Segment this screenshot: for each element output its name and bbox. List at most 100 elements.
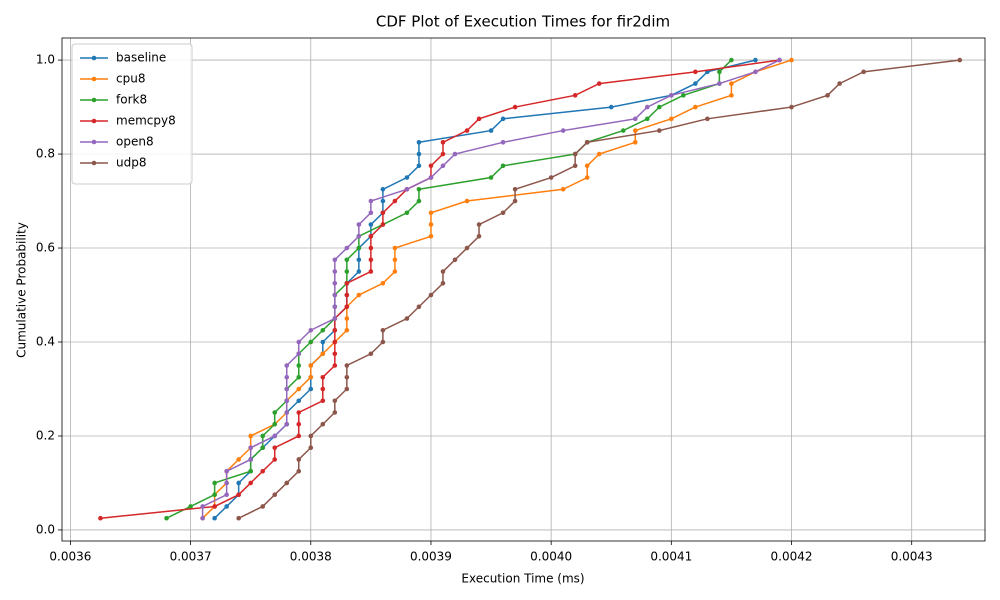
point <box>620 128 626 133</box>
point <box>392 257 398 263</box>
point <box>296 339 302 345</box>
point <box>368 257 374 263</box>
x-tick-label: 0.0038 <box>290 550 332 564</box>
legend-label: memcpy8 <box>116 114 176 128</box>
legend-marker <box>91 118 97 124</box>
point <box>584 140 590 145</box>
y-tick-label: 0.0 <box>36 522 55 536</box>
point <box>212 515 217 521</box>
point <box>188 504 193 509</box>
point <box>669 93 674 98</box>
point <box>368 210 374 216</box>
point <box>224 504 229 509</box>
point <box>729 81 734 86</box>
point <box>657 104 662 110</box>
point <box>681 93 686 98</box>
point <box>332 410 338 415</box>
y-axis-label: Cumulative Probability <box>15 222 29 358</box>
point <box>200 504 205 509</box>
point <box>416 186 422 192</box>
point <box>392 269 398 274</box>
point <box>632 116 638 122</box>
point <box>584 163 590 169</box>
point <box>440 151 446 157</box>
point <box>308 374 314 380</box>
point <box>729 57 734 63</box>
point <box>248 468 253 474</box>
legend-marker <box>91 160 97 166</box>
point <box>777 57 782 63</box>
point <box>416 198 422 204</box>
point <box>404 186 410 192</box>
point <box>548 175 554 180</box>
point <box>260 433 266 439</box>
point <box>296 468 302 474</box>
point <box>224 492 229 498</box>
point <box>572 163 578 169</box>
point <box>320 421 326 427</box>
point <box>164 515 169 521</box>
point <box>284 410 290 415</box>
point <box>344 292 350 298</box>
point <box>404 210 410 216</box>
point <box>476 222 482 227</box>
point <box>488 128 494 133</box>
point <box>332 398 338 404</box>
point <box>272 445 278 451</box>
point <box>368 198 374 204</box>
x-tick-label: 0.0043 <box>891 550 933 564</box>
legend-label: fork8 <box>116 93 147 107</box>
point <box>344 280 350 286</box>
point <box>260 504 266 509</box>
point <box>380 222 386 227</box>
point <box>344 363 350 368</box>
point <box>284 386 290 392</box>
point <box>356 233 362 239</box>
point <box>272 457 278 462</box>
point <box>308 363 314 368</box>
point <box>296 433 302 439</box>
x-axis-label: Execution Time (ms) <box>461 572 584 586</box>
point <box>344 269 350 274</box>
point <box>248 457 253 462</box>
point <box>356 245 362 251</box>
point <box>236 515 241 521</box>
point <box>837 81 842 86</box>
point <box>320 386 326 392</box>
point <box>669 116 674 122</box>
point <box>308 386 314 392</box>
y-tick-label: 0.8 <box>36 147 55 161</box>
point <box>320 339 326 345</box>
point <box>308 339 314 345</box>
point <box>464 198 470 204</box>
point <box>224 480 229 486</box>
point <box>236 457 241 462</box>
point <box>440 163 446 169</box>
point <box>644 104 650 110</box>
point <box>380 186 386 192</box>
series-line <box>100 59 780 519</box>
point <box>428 233 434 239</box>
point <box>320 374 326 380</box>
point <box>296 386 302 392</box>
point <box>717 69 722 75</box>
point <box>500 140 506 145</box>
legend-label: baseline <box>116 51 166 65</box>
point <box>284 398 290 404</box>
point <box>753 57 758 63</box>
point <box>957 57 963 63</box>
point <box>308 433 314 439</box>
point <box>452 151 458 157</box>
point <box>452 257 458 263</box>
point <box>753 69 758 75</box>
x-tick-label: 0.0036 <box>49 550 91 564</box>
point <box>632 140 638 145</box>
point <box>572 151 578 157</box>
point <box>248 445 253 451</box>
point <box>500 163 506 169</box>
point <box>332 269 338 274</box>
point <box>284 363 290 368</box>
point <box>644 116 650 122</box>
legend-marker <box>91 76 97 82</box>
